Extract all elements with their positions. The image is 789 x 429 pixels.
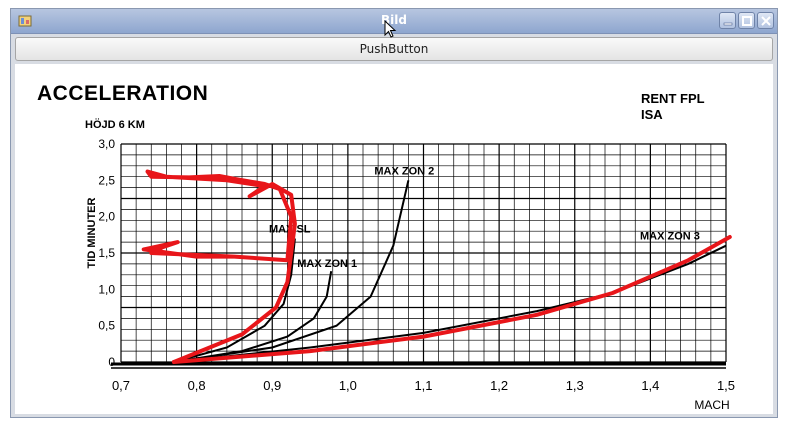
y-tick-label: 1,0 <box>98 282 115 296</box>
minimize-button[interactable] <box>719 12 736 29</box>
series-label: MAX ZON 2 <box>374 165 434 177</box>
y-tick-label: 1,5 <box>98 246 115 260</box>
mouse-cursor-icon <box>384 20 397 38</box>
app-icon <box>18 15 32 27</box>
y-tick-label: 0,5 <box>98 319 115 333</box>
y-tick-label: 2,5 <box>98 173 115 187</box>
x-tick-label: 0,7 <box>112 378 130 393</box>
minimize-icon <box>723 22 733 26</box>
app-window: Bild PushButton ACCELERATION RENT FPL IS… <box>10 8 778 418</box>
y-axis-label: TID MINUTER <box>86 198 98 269</box>
close-icon <box>761 16 771 26</box>
maximize-icon <box>742 16 752 26</box>
chart-title: ACCELERATION <box>37 82 209 105</box>
x-tick-label: 1,1 <box>414 378 432 393</box>
chart-subtitle: HÖJD 6 KM <box>85 119 145 131</box>
y-tick-label: 0 <box>108 355 115 369</box>
push-button[interactable]: PushButton <box>15 37 773 61</box>
maximize-button[interactable] <box>738 12 755 29</box>
x-tick-label: 1,4 <box>641 378 659 393</box>
close-button[interactable] <box>757 12 774 29</box>
acceleration-chart: 0,7 0,8 0,9 1,0 1,1 1,2 1,3 1,4 1,5 0 0,5 1,0 1,5 2,0… <box>86 137 735 412</box>
x-tick-label: 1,3 <box>566 378 584 393</box>
red-annotation-scribble <box>141 169 297 364</box>
image-view: ACCELERATION RENT FPL ISA HÖJD 6 KM 0,7 0… <box>15 64 773 414</box>
y-tick-label: 3,0 <box>98 137 115 151</box>
chart-note-line2: ISA <box>641 107 663 122</box>
chart-note-line1: RENT FPL <box>641 91 705 106</box>
x-tick-label: 1,0 <box>339 378 357 393</box>
series-line-max-sl <box>173 238 296 363</box>
series-label: MAX ZON 1 <box>297 258 357 270</box>
x-tick-label: 0,9 <box>263 378 281 393</box>
x-tick-label: 0,8 <box>188 378 206 393</box>
red-annotation-curve <box>171 235 732 364</box>
series-line-max-zon-2 <box>173 180 410 363</box>
x-axis-label: MACH <box>694 398 729 412</box>
x-tick-label: 1,5 <box>717 378 735 393</box>
y-tick-label: 2,0 <box>98 210 115 224</box>
x-tick-label: 1,2 <box>490 378 508 393</box>
series-label: MAX ZON 3 <box>640 231 700 243</box>
series-line-max-zon-3 <box>173 244 727 363</box>
